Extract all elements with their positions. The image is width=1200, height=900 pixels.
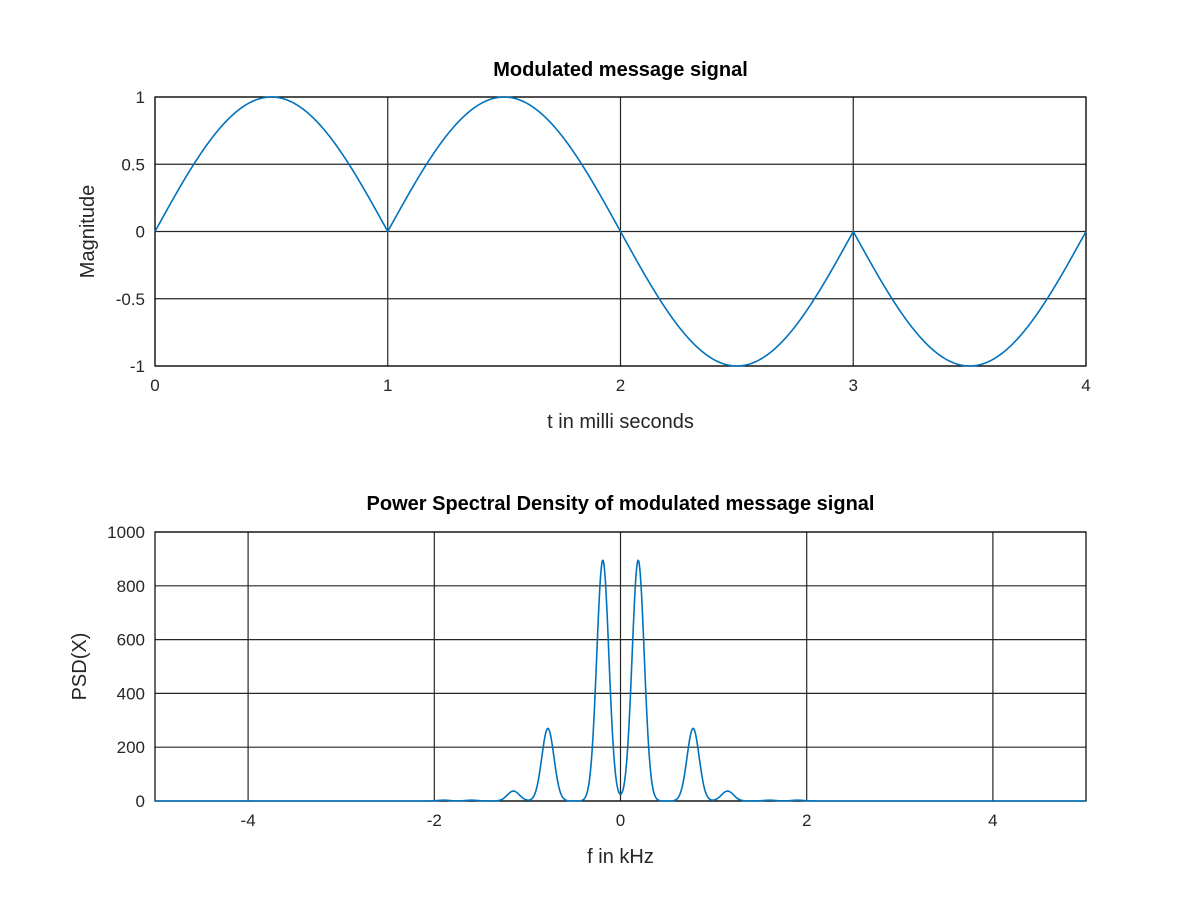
signal-xlabel: t in milli seconds [547, 411, 694, 433]
y-tick-label: -0.5 [116, 290, 145, 309]
psd-tick-labels: -4 -2 0 2 4 0 200 400 600 800 1000 [107, 523, 997, 830]
signal-ylabel: Magnitude [77, 185, 99, 278]
y-tick-label: -1 [130, 357, 145, 376]
signal-series [154, 96, 1087, 367]
signal-tick-labels: 0 1 2 3 4 -1 -0.5 0 0.5 1 [116, 88, 1091, 395]
x-tick-label: 0 [616, 811, 625, 830]
y-tick-label: 200 [117, 738, 145, 757]
x-tick-label: 1 [383, 376, 392, 395]
y-tick-label: 0 [136, 223, 145, 242]
y-tick-label: 600 [117, 631, 145, 650]
x-tick-label: 0 [150, 376, 159, 395]
psd-subplot: -4 -2 0 2 4 0 200 400 600 800 1000 Power Spectral … [69, 493, 1087, 868]
x-tick-label: 2 [802, 811, 811, 830]
x-tick-label: 2 [616, 376, 625, 395]
signal-title: Modulated message signal [493, 59, 748, 81]
psd-title: Power Spectral Density of modulated mess… [367, 493, 875, 515]
x-tick-label: 4 [1081, 376, 1090, 395]
psd-series [155, 559, 1086, 802]
y-tick-label: 0.5 [121, 155, 145, 174]
psd-line [155, 559, 1086, 802]
y-tick-label: 0 [136, 792, 145, 811]
x-tick-label: 4 [988, 811, 997, 830]
x-tick-label: 3 [849, 376, 858, 395]
y-tick-label: 400 [117, 684, 145, 703]
psd-xlabel: f in kHz [587, 846, 654, 868]
psd-axes-frame [154, 531, 1087, 802]
signal-subplot: 0 1 2 3 4 -1 -0.5 0 0.5 1 Modulated message signa… [77, 59, 1091, 433]
psd-ylabel: PSD(X) [69, 633, 91, 701]
signal-line [154, 96, 1087, 367]
x-tick-label: -4 [241, 811, 256, 830]
y-tick-label: 1 [136, 88, 145, 107]
x-tick-label: -2 [427, 811, 442, 830]
y-tick-label: 1000 [107, 523, 145, 542]
y-tick-label: 800 [117, 577, 145, 596]
